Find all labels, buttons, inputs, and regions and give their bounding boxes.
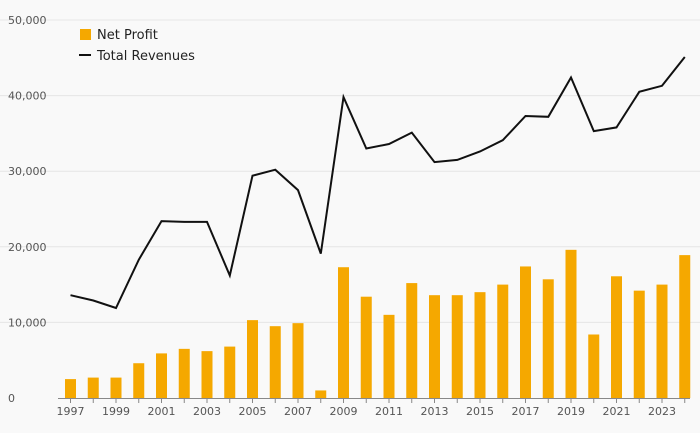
line-total-revenues	[70, 56, 686, 310]
bar-net-profit-2004	[224, 346, 236, 398]
bar-net-profit-2018	[542, 279, 554, 398]
bar-net-profit-2020	[588, 334, 600, 398]
legend: Net Profit Total Revenues	[79, 28, 195, 64]
x-tick-label-2009: 2009	[330, 405, 358, 418]
legend-swatch-net-profit	[80, 29, 91, 40]
x-tick-label-1997: 1997	[57, 405, 85, 418]
x-tick-label-2011: 2011	[375, 405, 403, 418]
legend-label-net-profit: Net Profit	[97, 28, 158, 43]
bar-net-profit-2001	[156, 353, 167, 398]
bar-net-profit-2011	[383, 314, 395, 398]
bar-net-profit-2015	[474, 292, 486, 398]
x-tick-label-2013: 2013	[421, 405, 449, 418]
bar-net-profit-2017	[520, 266, 531, 398]
x-tick-label-2005: 2005	[239, 405, 267, 418]
x-tick-label-1999: 1999	[102, 405, 130, 418]
bar-net-profit-2013	[429, 295, 440, 398]
bar-net-profit-2008	[315, 390, 327, 398]
bar-net-profit-1998	[87, 377, 99, 398]
bar-net-profit-2000	[133, 363, 145, 398]
y-tick-label: 50,000	[8, 14, 47, 27]
y-tick-label: 0	[8, 392, 15, 405]
bar-net-profit-1997	[65, 379, 76, 398]
bar-net-profit-2012	[406, 283, 418, 398]
bar-net-profit-2005	[247, 320, 258, 398]
bar-net-profit-1999	[110, 377, 122, 398]
bar-net-profit-2002	[178, 348, 190, 398]
x-tick-label-2023: 2023	[648, 405, 676, 418]
y-tick-label: 20,000	[8, 241, 47, 254]
bar-net-profit-2021	[611, 276, 622, 398]
x-tick-label-2021: 2021	[603, 405, 631, 418]
bar-net-profit-2010	[360, 296, 372, 398]
y-axis-tick-labels: 0 10,000 20,000 30,000 40,000 50,000	[8, 14, 47, 405]
x-axis: 1997 1999 2001 2003 2005 2007 2009 2011 2013 2015…	[57, 398, 690, 418]
bar-net-profit-2009	[338, 267, 349, 398]
x-tick-label-2017: 2017	[512, 405, 540, 418]
bar-net-profit-2023	[656, 284, 668, 398]
bar-net-profit-2007	[292, 323, 304, 398]
y-tick-label: 40,000	[8, 90, 47, 103]
bar-net-profit-2016	[497, 284, 509, 398]
bar-net-profit-2022	[633, 290, 645, 398]
grid-lines	[0, 19, 700, 323]
bar-net-profit-2003	[201, 351, 213, 398]
bar-net-profit-2014	[451, 295, 463, 398]
total-revenues-line-layer	[70, 56, 686, 310]
net-profit-bars	[65, 249, 691, 398]
bar-net-profit-2019	[565, 249, 577, 398]
x-tick-label-2007: 2007	[284, 405, 312, 418]
bar-net-profit-2024	[679, 255, 691, 398]
bar-net-profit-2006	[269, 326, 281, 398]
x-tick-label-2003: 2003	[193, 405, 221, 418]
y-tick-label: 30,000	[8, 165, 47, 178]
y-tick-label: 10,000	[8, 316, 47, 329]
legend-label-total-revenues: Total Revenues	[96, 49, 195, 64]
x-tick-label-2019: 2019	[557, 405, 585, 418]
x-tick-label-2015: 2015	[466, 405, 494, 418]
x-tick-label-2001: 2001	[148, 405, 176, 418]
